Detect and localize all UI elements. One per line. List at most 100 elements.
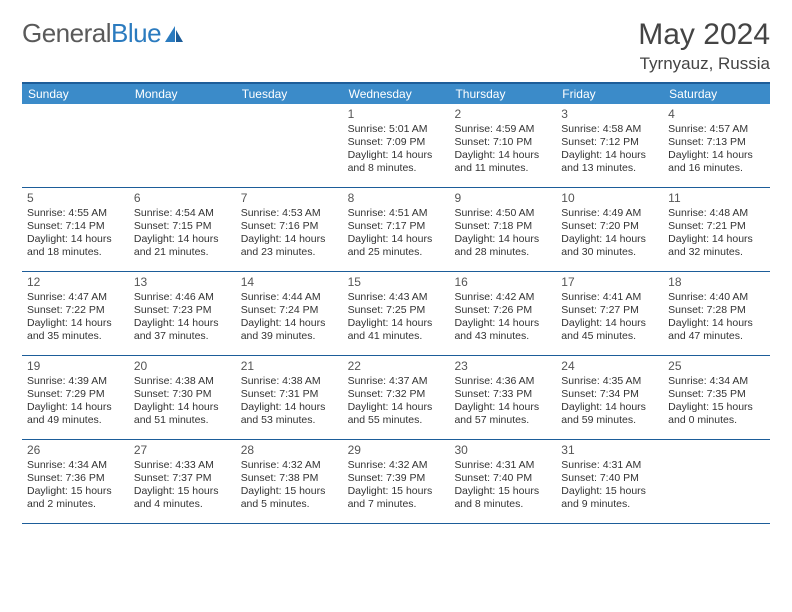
day-info: Sunrise: 4:39 AMSunset: 7:29 PMDaylight:… (27, 375, 124, 428)
day-headers-row: SundayMondayTuesdayWednesdayThursdayFrid… (22, 84, 770, 104)
day-number: 5 (27, 191, 124, 205)
calendar-week: 5Sunrise: 4:55 AMSunset: 7:14 PMDaylight… (22, 188, 770, 272)
day-number: 24 (561, 359, 658, 373)
logo-text-2: Blue (111, 18, 161, 49)
logo: GeneralBlue (22, 18, 185, 49)
day-number: 3 (561, 107, 658, 121)
day-info: Sunrise: 4:54 AMSunset: 7:15 PMDaylight:… (134, 207, 231, 260)
day-number: 26 (27, 443, 124, 457)
calendar-cell: 11 Sunrise: 4:48 AMSunset: 7:21 PMDayligh… (663, 188, 770, 271)
logo-sail-icon (163, 24, 185, 44)
day-info: Sunrise: 4:49 AMSunset: 7:20 PMDaylight:… (561, 207, 658, 260)
day-info: Sunrise: 4:58 AMSunset: 7:12 PMDaylight:… (561, 123, 658, 176)
day-number: 2 (454, 107, 551, 121)
calendar-week: 26 Sunrise: 4:34 AMSunset: 7:36 PMDayligh… (22, 440, 770, 524)
calendar-cell: 2Sunrise: 4:59 AMSunset: 7:10 PMDaylight… (449, 104, 556, 187)
calendar-cell (129, 104, 236, 187)
calendar-cell: 3 Sunrise: 4:58 AMSunset: 7:12 PMDaylight… (556, 104, 663, 187)
day-header: Friday (556, 84, 663, 104)
day-number: 12 (27, 275, 124, 289)
calendar-cell: 25 Sunrise: 4:34 AMSunset: 7:35 PMDayligh… (663, 356, 770, 439)
calendar-cell: 21 Sunrise: 4:38 AMSunset: 7:31 PMDayligh… (236, 356, 343, 439)
title-block: May 2024 Tyrnyauz, Russia (638, 18, 770, 74)
day-info: Sunrise: 4:34 AMSunset: 7:35 PMDaylight:… (668, 375, 765, 428)
calendar-cell: 27 Sunrise: 4:33 AMSunset: 7:37 PMDayligh… (129, 440, 236, 523)
day-info: Sunrise: 4:43 AMSunset: 7:25 PMDaylight:… (348, 291, 445, 344)
day-number: 19 (27, 359, 124, 373)
day-number: 22 (348, 359, 445, 373)
day-info: Sunrise: 4:31 AMSunset: 7:40 PMDaylight:… (454, 459, 551, 512)
calendar-cell (22, 104, 129, 187)
day-number: 21 (241, 359, 338, 373)
day-header: Saturday (663, 84, 770, 104)
day-number: 14 (241, 275, 338, 289)
calendar-cell: 5Sunrise: 4:55 AMSunset: 7:14 PMDaylight… (22, 188, 129, 271)
day-header: Sunday (22, 84, 129, 104)
location: Tyrnyauz, Russia (638, 54, 770, 74)
day-header: Monday (129, 84, 236, 104)
calendar-cell: 18 Sunrise: 4:40 AMSunset: 7:28 PMDayligh… (663, 272, 770, 355)
day-info: Sunrise: 4:53 AMSunset: 7:16 PMDaylight:… (241, 207, 338, 260)
calendar-cell (663, 440, 770, 523)
day-number: 18 (668, 275, 765, 289)
day-number: 17 (561, 275, 658, 289)
day-number: 10 (561, 191, 658, 205)
calendar-cell: 17 Sunrise: 4:41 AMSunset: 7:27 PMDayligh… (556, 272, 663, 355)
day-info: Sunrise: 4:37 AMSunset: 7:32 PMDaylight:… (348, 375, 445, 428)
day-info: Sunrise: 4:48 AMSunset: 7:21 PMDaylight:… (668, 207, 765, 260)
day-info: Sunrise: 4:38 AMSunset: 7:30 PMDaylight:… (134, 375, 231, 428)
calendar-cell: 1 Sunrise: 5:01 AMSunset: 7:09 PMDaylight… (343, 104, 450, 187)
calendar-week: 1 Sunrise: 5:01 AMSunset: 7:09 PMDaylight… (22, 104, 770, 188)
calendar: SundayMondayTuesdayWednesdayThursdayFrid… (22, 82, 770, 524)
day-number: 4 (668, 107, 765, 121)
calendar-cell: 30 Sunrise: 4:31 AMSunset: 7:40 PMDayligh… (449, 440, 556, 523)
day-number: 1 (348, 107, 445, 121)
day-info: Sunrise: 4:40 AMSunset: 7:28 PMDaylight:… (668, 291, 765, 344)
day-number: 16 (454, 275, 551, 289)
day-info: Sunrise: 4:44 AMSunset: 7:24 PMDaylight:… (241, 291, 338, 344)
calendar-cell: 8Sunrise: 4:51 AMSunset: 7:17 PMDaylight… (343, 188, 450, 271)
day-number: 7 (241, 191, 338, 205)
calendar-cell: 23 Sunrise: 4:36 AMSunset: 7:33 PMDayligh… (449, 356, 556, 439)
day-info: Sunrise: 4:41 AMSunset: 7:27 PMDaylight:… (561, 291, 658, 344)
calendar-cell: 26 Sunrise: 4:34 AMSunset: 7:36 PMDayligh… (22, 440, 129, 523)
day-header: Thursday (449, 84, 556, 104)
day-info: Sunrise: 4:35 AMSunset: 7:34 PMDaylight:… (561, 375, 658, 428)
calendar-cell: 12 Sunrise: 4:47 AMSunset: 7:22 PMDayligh… (22, 272, 129, 355)
day-info: Sunrise: 4:46 AMSunset: 7:23 PMDaylight:… (134, 291, 231, 344)
day-info: Sunrise: 4:36 AMSunset: 7:33 PMDaylight:… (454, 375, 551, 428)
day-info: Sunrise: 4:42 AMSunset: 7:26 PMDaylight:… (454, 291, 551, 344)
day-info: Sunrise: 4:33 AMSunset: 7:37 PMDaylight:… (134, 459, 231, 512)
calendar-cell: 9Sunrise: 4:50 AMSunset: 7:18 PMDaylight… (449, 188, 556, 271)
calendar-cell: 6 Sunrise: 4:54 AMSunset: 7:15 PMDaylight… (129, 188, 236, 271)
day-number: 20 (134, 359, 231, 373)
calendar-cell: 14 Sunrise: 4:44 AMSunset: 7:24 PMDayligh… (236, 272, 343, 355)
day-number: 6 (134, 191, 231, 205)
calendar-week: 19 Sunrise: 4:39 AMSunset: 7:29 PMDayligh… (22, 356, 770, 440)
calendar-cell: 20 Sunrise: 4:38 AMSunset: 7:30 PMDayligh… (129, 356, 236, 439)
header: GeneralBlue May 2024 Tyrnyauz, Russia (22, 18, 770, 74)
day-number: 30 (454, 443, 551, 457)
day-info: Sunrise: 5:01 AMSunset: 7:09 PMDaylight:… (348, 123, 445, 176)
day-number: 11 (668, 191, 765, 205)
day-header: Wednesday (343, 84, 450, 104)
day-number: 23 (454, 359, 551, 373)
day-info: Sunrise: 4:50 AMSunset: 7:18 PMDaylight:… (454, 207, 551, 260)
day-number: 27 (134, 443, 231, 457)
calendar-cell (236, 104, 343, 187)
day-info: Sunrise: 4:31 AMSunset: 7:40 PMDaylight:… (561, 459, 658, 512)
day-info: Sunrise: 4:51 AMSunset: 7:17 PMDaylight:… (348, 207, 445, 260)
calendar-cell: 29Sunrise: 4:32 AMSunset: 7:39 PMDayligh… (343, 440, 450, 523)
day-info: Sunrise: 4:32 AMSunset: 7:39 PMDaylight:… (348, 459, 445, 512)
day-number: 13 (134, 275, 231, 289)
month-title: May 2024 (638, 18, 770, 52)
calendar-cell: 24 Sunrise: 4:35 AMSunset: 7:34 PMDayligh… (556, 356, 663, 439)
day-info: Sunrise: 4:38 AMSunset: 7:31 PMDaylight:… (241, 375, 338, 428)
calendar-cell: 10 Sunrise: 4:49 AMSunset: 7:20 PMDayligh… (556, 188, 663, 271)
calendar-cell: 31Sunrise: 4:31 AMSunset: 7:40 PMDayligh… (556, 440, 663, 523)
day-number: 25 (668, 359, 765, 373)
calendar-cell: 4Sunrise: 4:57 AMSunset: 7:13 PMDaylight… (663, 104, 770, 187)
calendar-cell: 13 Sunrise: 4:46 AMSunset: 7:23 PMDayligh… (129, 272, 236, 355)
day-info: Sunrise: 4:34 AMSunset: 7:36 PMDaylight:… (27, 459, 124, 512)
day-info: Sunrise: 4:47 AMSunset: 7:22 PMDaylight:… (27, 291, 124, 344)
